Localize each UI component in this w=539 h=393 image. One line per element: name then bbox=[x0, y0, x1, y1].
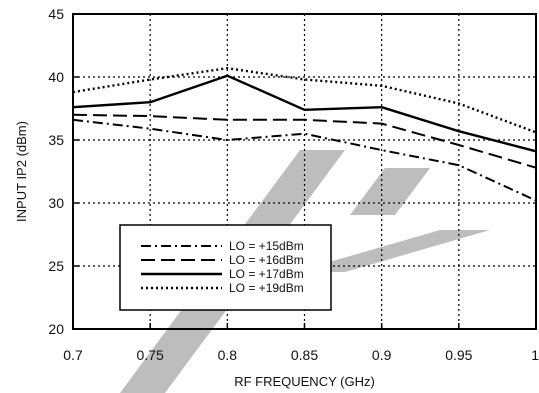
legend-box bbox=[119, 224, 332, 311]
legend-label-4: LO = +19dBm bbox=[229, 281, 304, 295]
series-line-4 bbox=[72, 67, 537, 134]
series-line-2 bbox=[72, 113, 537, 169]
watermark-band-3 bbox=[350, 168, 430, 215]
x-tick-label: 1 bbox=[531, 347, 539, 363]
x-tick-label: 0.7 bbox=[63, 347, 83, 363]
legend-label-2: LO = +16dBm bbox=[229, 253, 304, 267]
y-tick-labels: 20 25 30 35 40 45 bbox=[48, 6, 64, 337]
legend-label-3: LO = +17dBm bbox=[229, 267, 304, 281]
y-tick-label: 45 bbox=[48, 6, 64, 22]
x-tick-label: 0.9 bbox=[372, 347, 392, 363]
axis-ticks bbox=[72, 13, 537, 330]
y-tick-label: 40 bbox=[48, 69, 64, 85]
series-layer bbox=[72, 67, 537, 202]
y-tick-label: 20 bbox=[48, 321, 64, 337]
y-tick-label: 25 bbox=[48, 258, 64, 274]
series-line-3 bbox=[72, 74, 537, 153]
x-tick-label: 0.95 bbox=[445, 347, 472, 363]
x-tick-label: 0.75 bbox=[137, 347, 164, 363]
y-tick-label: 30 bbox=[48, 195, 64, 211]
x-tick-labels: 0.7 0.75 0.8 0.85 0.9 0.95 1 bbox=[63, 347, 539, 363]
y-tick-label: 35 bbox=[48, 132, 64, 148]
y-axis-label: INPUT IP2 (dBm) bbox=[14, 121, 29, 222]
x-tick-label: 0.85 bbox=[291, 347, 318, 363]
watermark-band-2 bbox=[295, 230, 490, 272]
legend-label-1: LO = +15dBm bbox=[229, 239, 304, 253]
x-tick-label: 0.8 bbox=[218, 347, 238, 363]
x-axis-label: RF FREQUENCY (GHz) bbox=[234, 374, 375, 389]
